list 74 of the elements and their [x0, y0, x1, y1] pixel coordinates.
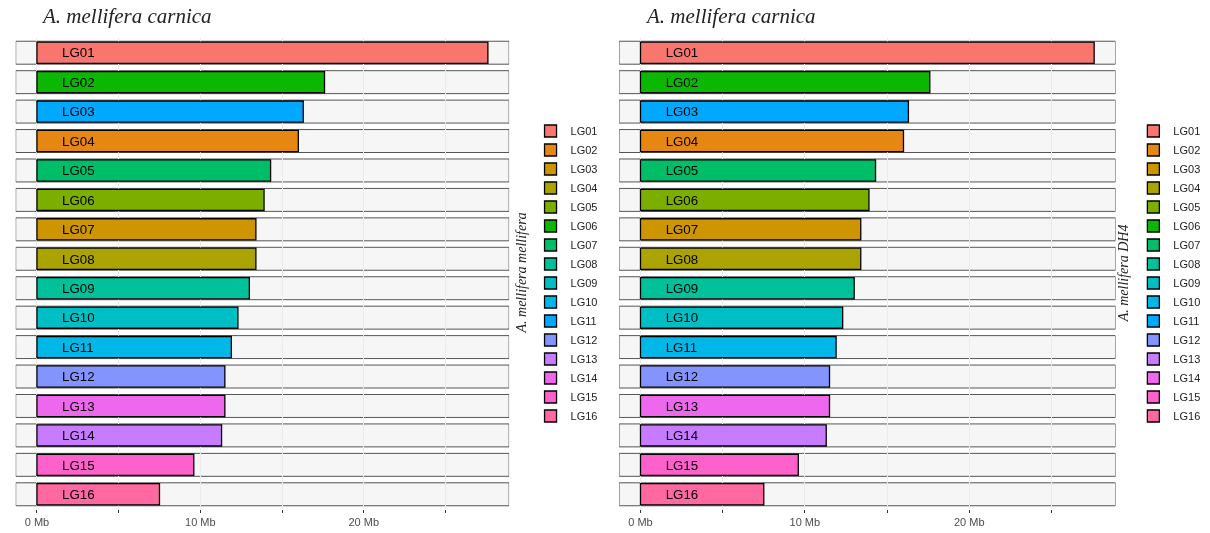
legend-label: LG01 [1173, 125, 1201, 138]
chart-title: A. mellifera carnica [41, 4, 212, 28]
legend-label: LG03 [570, 163, 598, 176]
legend-title: A. mellifera mellifera [513, 212, 529, 334]
legend-label: LG14 [1173, 372, 1201, 385]
x-tick-label: 20 Mb [348, 516, 380, 529]
legend-label: LG06 [570, 220, 598, 233]
x-tick-label: 0 Mb [24, 516, 50, 529]
legend-label: LG02 [1173, 144, 1201, 157]
category-label: LG09 [62, 280, 95, 296]
legend-label: LG01 [570, 125, 598, 138]
legend-label: LG07 [1173, 239, 1201, 252]
legend-label: LG16 [1173, 410, 1201, 423]
category-label: LG09 [665, 280, 699, 296]
legend-label: LG10 [1173, 296, 1201, 309]
legend-label: LG13 [570, 353, 598, 366]
category-label: LG08 [665, 251, 699, 267]
x-tick-label: 0 Mb [628, 516, 653, 529]
category-label: LG15 [62, 457, 95, 473]
legend-label: LG03 [1173, 163, 1201, 176]
chart-title: A. mellifera carnica [645, 4, 816, 28]
legend-label: LG06 [1173, 220, 1201, 233]
x-tick-label: 10 Mb [789, 516, 821, 529]
category-label: LG10 [62, 310, 95, 326]
category-label: LG04 [62, 133, 95, 149]
x-tick-label: 10 Mb [185, 516, 216, 529]
category-label: LG10 [665, 310, 699, 326]
category-label: LG03 [62, 104, 95, 120]
legend-label: LG09 [570, 277, 598, 290]
category-label: LG01 [665, 45, 699, 61]
legend-label: LG05 [570, 201, 598, 214]
category-label: LG08 [62, 251, 95, 267]
category-label: LG11 [62, 339, 94, 355]
category-label: LG05 [62, 163, 95, 179]
legend-label: LG13 [1173, 353, 1201, 366]
category-label: LG07 [62, 222, 95, 238]
category-label: LG12 [665, 369, 699, 385]
legend-label: LG09 [1173, 277, 1201, 290]
category-label: LG02 [665, 74, 699, 90]
legend-label: LG10 [570, 296, 598, 309]
legend-label: LG04 [1173, 182, 1201, 195]
category-label: LG13 [665, 398, 699, 414]
legend-label: LG02 [570, 144, 598, 157]
legend-label: LG04 [570, 182, 598, 195]
x-tick-label: 20 Mb [953, 516, 985, 529]
legend-label: LG12 [570, 334, 598, 347]
category-label: LG16 [665, 487, 699, 503]
legend-title: A. mellifera DH4 [1116, 224, 1132, 323]
legend-label: LG15 [570, 391, 598, 404]
legend-label: LG08 [1173, 258, 1201, 271]
legend-label: LG08 [570, 258, 598, 271]
legend-label: LG14 [570, 372, 598, 385]
legend-label: LG11 [1173, 315, 1200, 328]
category-label: LG16 [62, 487, 95, 503]
category-label: LG05 [665, 163, 699, 179]
category-label: LG12 [62, 369, 95, 385]
category-label: LG14 [62, 428, 95, 444]
category-label: LG11 [665, 339, 698, 355]
legend-label: LG16 [570, 410, 598, 423]
legend-label: LG05 [1173, 201, 1201, 214]
category-label: LG14 [665, 428, 699, 444]
category-label: LG03 [665, 104, 699, 120]
legend-label: LG15 [1173, 391, 1201, 404]
category-label: LG15 [665, 457, 699, 473]
legend-label: LG11 [570, 315, 597, 328]
category-label: LG01 [62, 45, 95, 61]
category-label: LG13 [62, 398, 95, 414]
category-label: LG06 [665, 192, 699, 208]
legend-label: LG07 [570, 239, 598, 252]
category-label: LG06 [62, 192, 95, 208]
category-label: LG04 [665, 133, 699, 149]
legend-label: LG12 [1173, 334, 1201, 347]
category-label: LG02 [62, 74, 95, 90]
category-label: LG07 [665, 222, 699, 238]
